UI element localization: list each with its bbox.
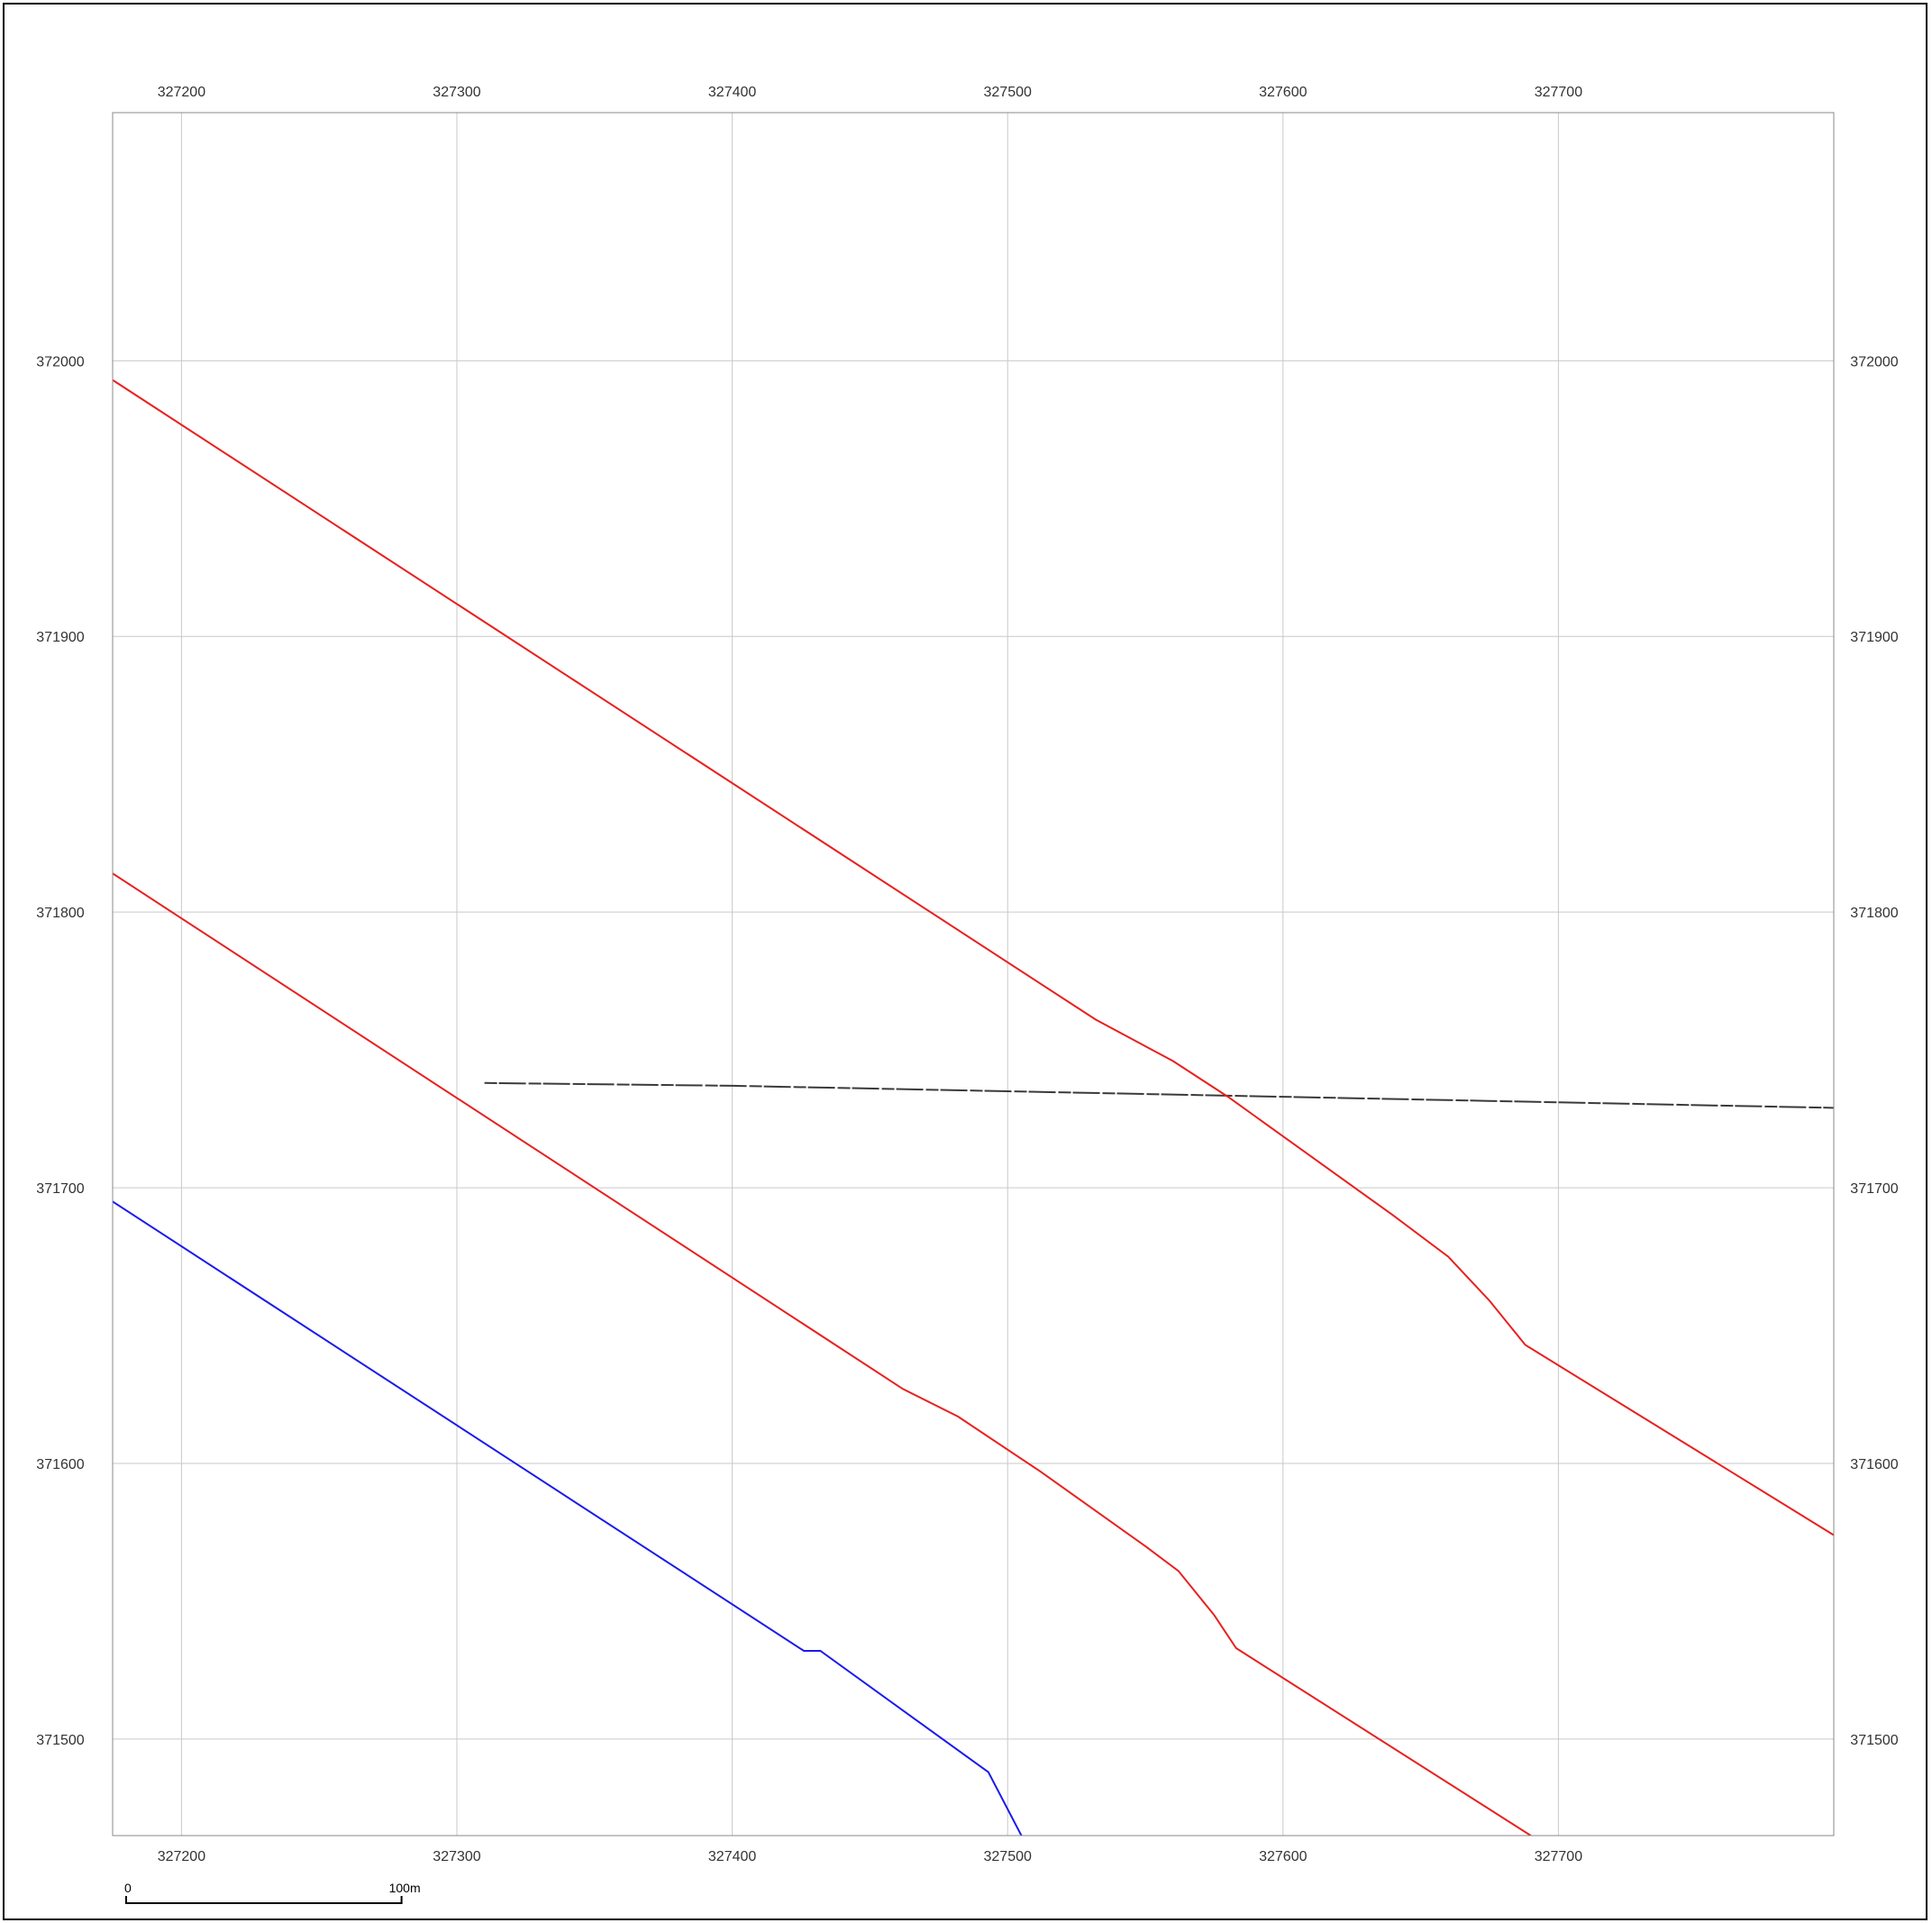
northing-label-right: 371800 (1850, 906, 1898, 921)
coordinate-grid (113, 113, 1834, 1836)
northing-label-left: 372000 (36, 354, 84, 369)
map-frame (3, 3, 1927, 1920)
easting-label-bottom: 327700 (1535, 1849, 1582, 1864)
northing-label-left: 371800 (36, 906, 84, 921)
scale-bar-end-label: 100m (389, 1881, 421, 1895)
red-line-lower[interactable] (113, 872, 1532, 1836)
coordinate-labels: 327200 327200 327300 327300 327400 327400 3275… (36, 85, 1898, 1864)
easting-label-top: 327200 (158, 85, 205, 100)
northing-label-left: 371600 (36, 1457, 84, 1472)
easting-label-bottom: 327500 (984, 1849, 1032, 1864)
blue-line[interactable] (113, 1200, 1023, 1836)
map-border (112, 112, 1835, 1836)
northing-label-left: 371900 (36, 630, 84, 645)
northing-label-right: 371600 (1850, 1457, 1898, 1472)
feature-lines (113, 378, 1834, 1836)
easting-label-bottom: 327400 (708, 1849, 756, 1864)
easting-label-bottom: 327200 (158, 1849, 205, 1864)
scale-bar-start-label: 0 (124, 1881, 132, 1895)
dark-trace-line (484, 1081, 1834, 1109)
easting-label-top: 327600 (1259, 85, 1307, 100)
red-line-upper[interactable] (113, 378, 1834, 1536)
easting-label-bottom: 327300 (433, 1849, 480, 1864)
northing-label-right: 372000 (1850, 354, 1898, 369)
survey-trace (484, 1081, 1834, 1109)
northing-label-left: 371500 (36, 1733, 84, 1748)
easting-label-top: 327500 (984, 85, 1032, 100)
northing-label-left: 371700 (36, 1181, 84, 1197)
easting-label-bottom: 327600 (1259, 1849, 1307, 1864)
northing-label-right: 371700 (1850, 1181, 1898, 1197)
easting-label-top: 327300 (433, 85, 480, 100)
northing-label-right: 371500 (1850, 1733, 1898, 1748)
northing-label-right: 371900 (1850, 630, 1898, 645)
easting-label-top: 327700 (1535, 85, 1582, 100)
scale-bar: 0 100m (124, 1881, 421, 1904)
easting-label-top: 327400 (708, 85, 756, 100)
